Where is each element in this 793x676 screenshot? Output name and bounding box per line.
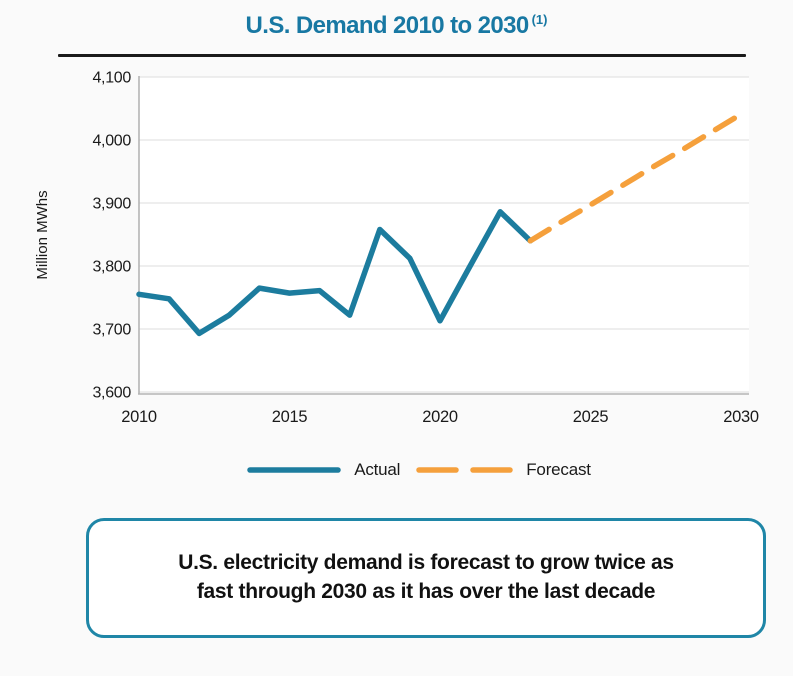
legend-forecast-label: Forecast bbox=[526, 460, 591, 479]
page-title: U.S. Demand 2010 to 2030 (1) bbox=[246, 12, 548, 40]
x-tick-label: 2025 bbox=[573, 408, 609, 426]
y-tick-label: 4,000 bbox=[92, 133, 131, 150]
x-tick-label: 2020 bbox=[422, 408, 458, 426]
legend: Actual Forecast bbox=[22, 460, 793, 480]
legend-item-actual: Actual bbox=[246, 460, 400, 480]
footnote-marker: (1) bbox=[531, 12, 548, 27]
y-tick-label: 4,100 bbox=[92, 70, 131, 87]
title-row: U.S. Demand 2010 to 2030 (1) bbox=[0, 12, 793, 40]
y-tick-label: 3,700 bbox=[92, 322, 131, 339]
callout-text-line2: fast through 2030 as it has over the las… bbox=[196, 580, 656, 603]
y-tick-label: 3,800 bbox=[92, 259, 131, 276]
y-tick-label: 3,900 bbox=[92, 196, 131, 213]
chart-area: 3,600 3,700 3,800 3,900 4,000 4,100 2010 2015 20… bbox=[0, 70, 793, 430]
y-tick-label: 3,600 bbox=[92, 385, 131, 402]
x-tick-label: 2010 bbox=[121, 408, 157, 426]
title-divider bbox=[58, 54, 746, 57]
page-title-text: U.S. Demand 2010 to 2030 bbox=[245, 12, 530, 39]
callout-box: U.S. electricity demand is forecast to g… bbox=[86, 518, 766, 638]
x-tick-label: 2015 bbox=[272, 408, 308, 426]
legend-actual-label: Actual bbox=[354, 460, 401, 479]
actual-line bbox=[136, 209, 534, 337]
y-axis-title: Million MWhs bbox=[34, 190, 51, 279]
x-tick-label: 2030 bbox=[723, 408, 759, 426]
legend-item-forecast: Forecast bbox=[415, 460, 591, 480]
callout-text-line1: U.S. electricity demand is forecast to g… bbox=[178, 551, 674, 575]
actual-line-swatch-icon bbox=[247, 467, 341, 473]
forecast-line-swatch-icon bbox=[416, 467, 514, 473]
forecast-line bbox=[527, 111, 744, 244]
plot-area bbox=[139, 77, 749, 392]
demand-line-chart: 3,600 3,700 3,800 3,900 4,000 4,100 2010 2015 20… bbox=[34, 70, 759, 426]
